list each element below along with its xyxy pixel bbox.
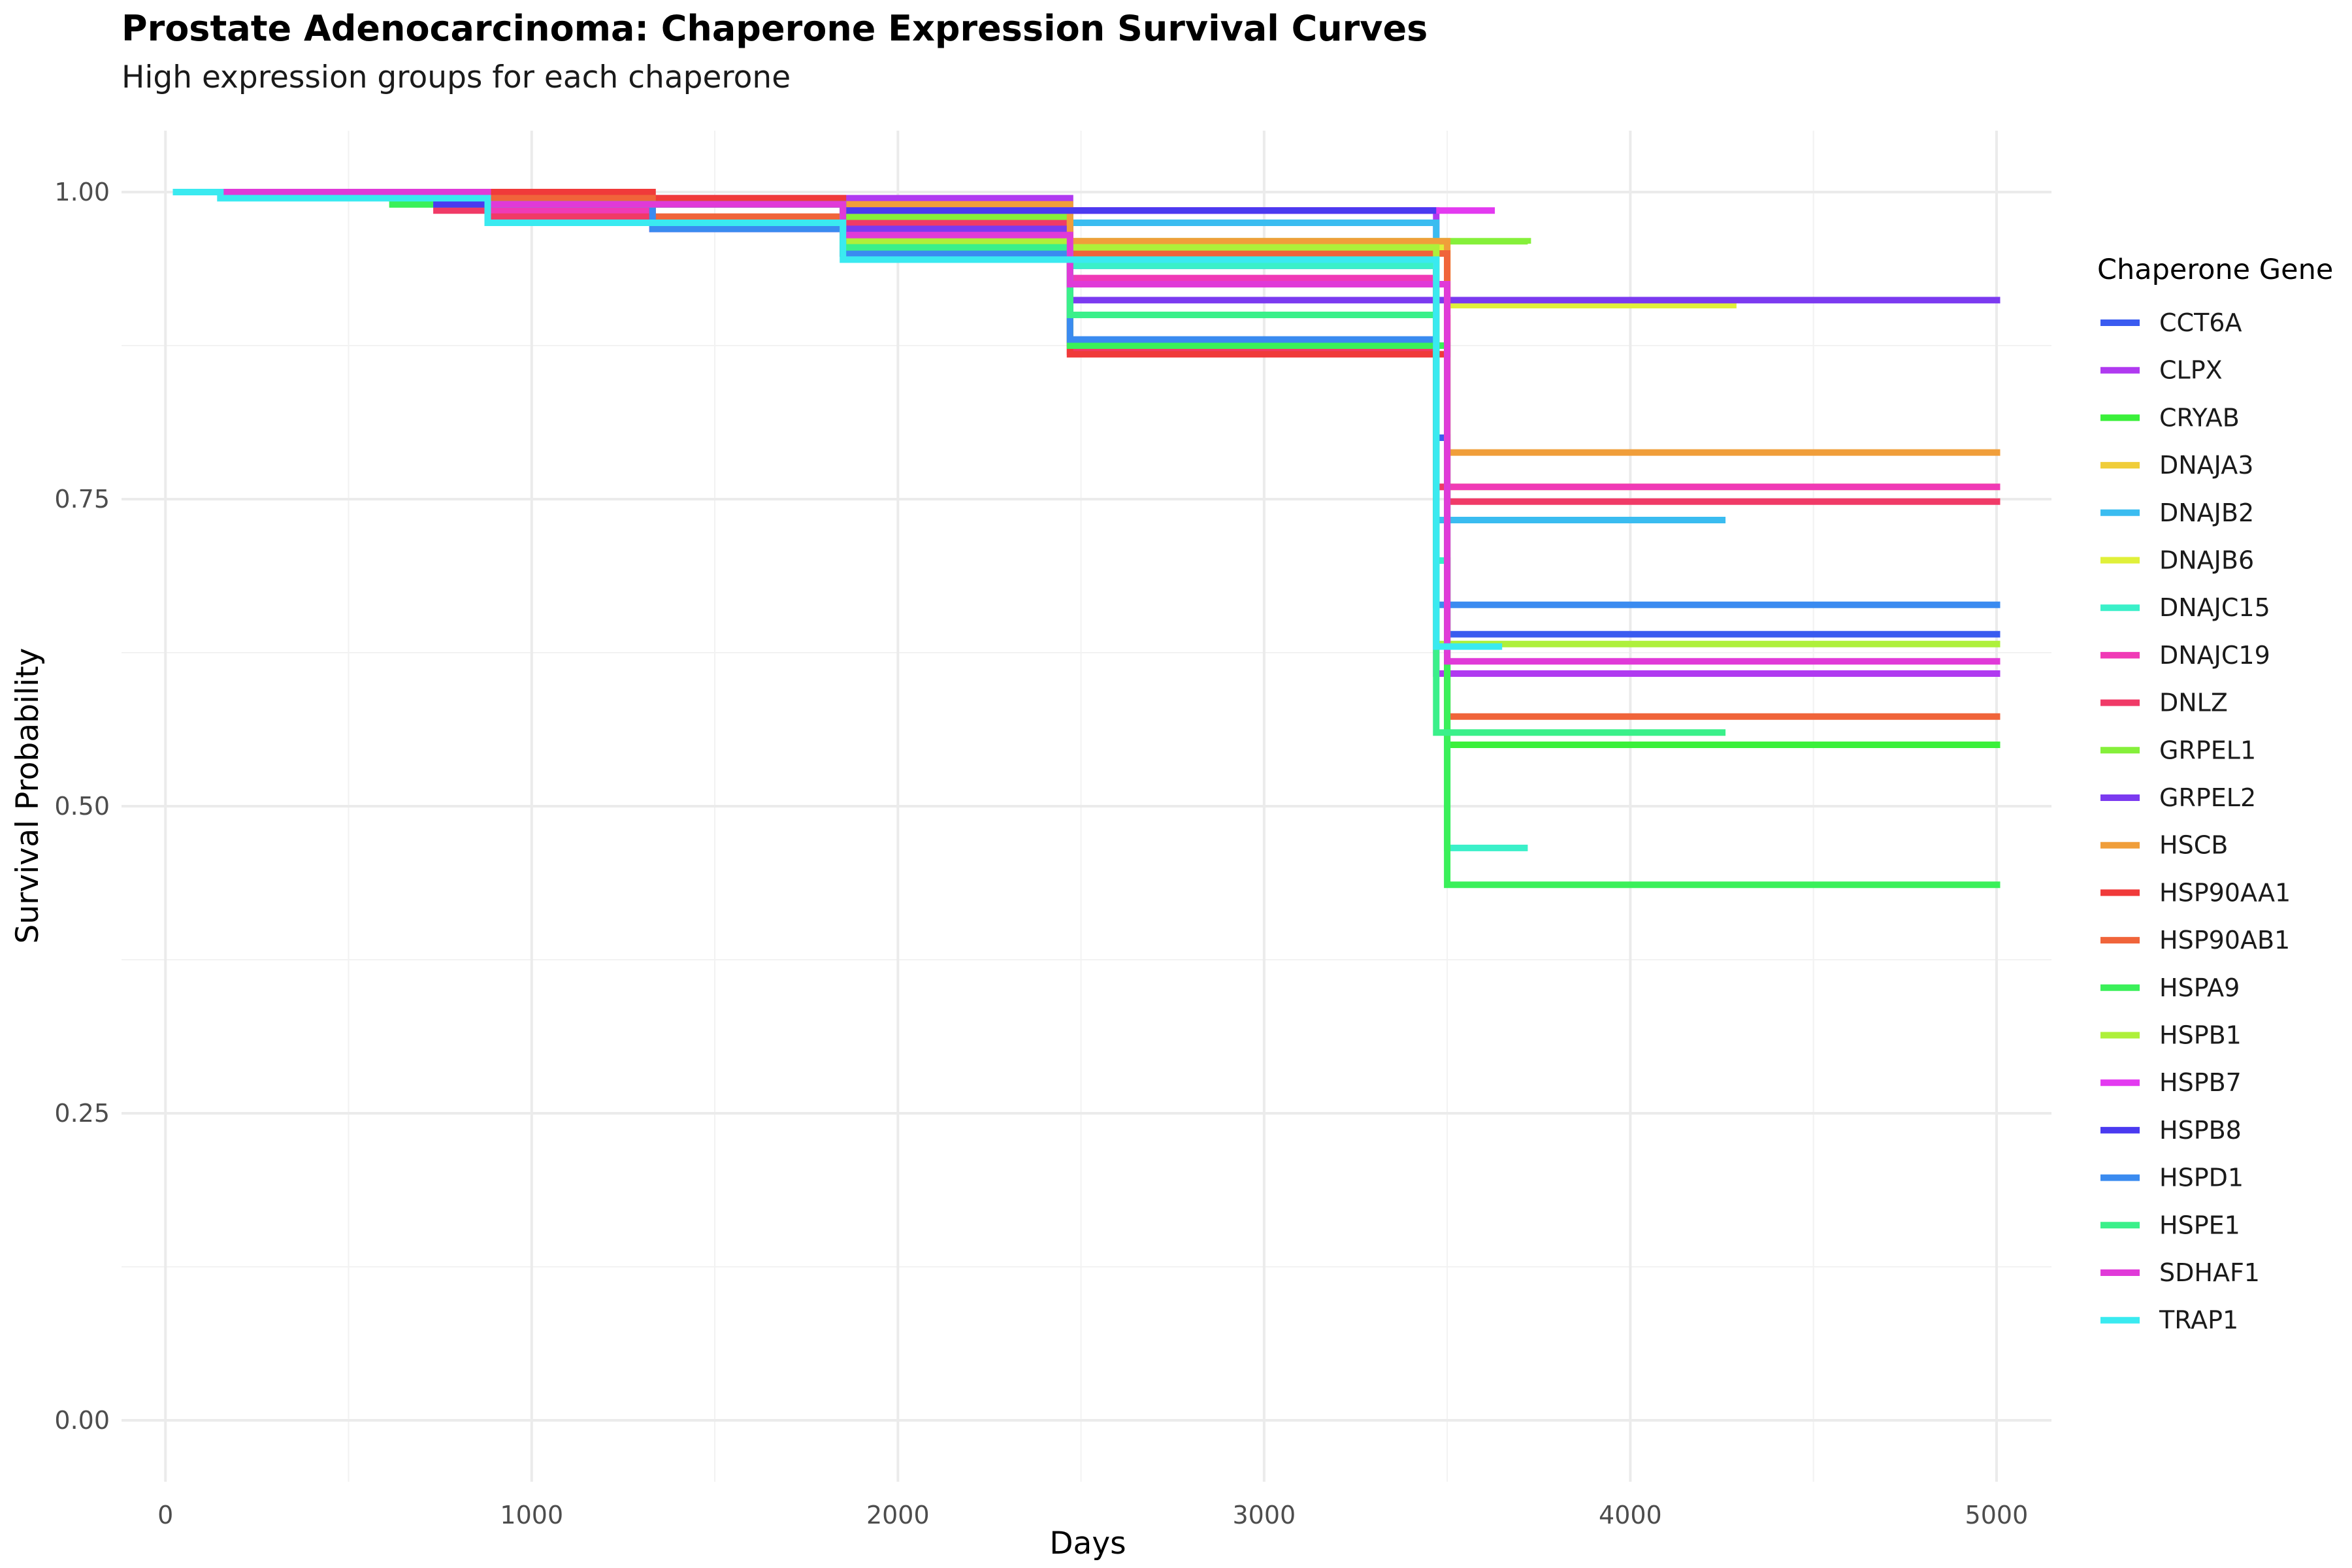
legend-label: HSPE1 [2159, 1211, 2240, 1239]
legend-label: HSPD1 [2159, 1164, 2244, 1192]
legend-item-hsp90ab1: HSP90AB1 [2100, 926, 2290, 955]
series-line-dnajc15 [172, 189, 1528, 851]
legend-item-hsp90aa1: HSP90AA1 [2100, 878, 2291, 907]
y-tick-label: 1.00 [54, 178, 110, 206]
series-line-trap1 [172, 189, 1503, 650]
y-axis-title: Survival Probability [10, 648, 46, 944]
y-tick-label: 0.25 [54, 1099, 110, 1128]
x-axis-tick-labels: 0 1000 2000 3000 4000 5000 [157, 1501, 2028, 1529]
x-tick-label: 5000 [1965, 1501, 2029, 1529]
legend-label: HSPA9 [2159, 973, 2240, 1002]
legend-item-hscb: HSCB [2100, 831, 2228, 860]
legend-label: CCT6A [2159, 308, 2242, 337]
legend-item-hspe1: HSPE1 [2100, 1211, 2240, 1239]
legend-label: DNAJA3 [2159, 451, 2253, 480]
legend-label: CLPX [2159, 356, 2223, 385]
legend-label: HSP90AA1 [2159, 878, 2291, 907]
series-line-hspa9 [172, 189, 2001, 889]
legend-item-dnajc15: DNAJC15 [2100, 593, 2270, 622]
legend-items: CCT6A CLPX CRYAB DNAJA3 DNAJB2 DNAJB6 DNAJC15 D… [2100, 308, 2291, 1335]
legend-item-hspb7: HSPB7 [2100, 1068, 2242, 1097]
legend-item-cct6a: CCT6A [2100, 308, 2242, 337]
series-line-hscb [172, 189, 2001, 456]
x-tick-label: 0 [157, 1501, 173, 1529]
legend-label: SDHAF1 [2159, 1258, 2260, 1287]
legend-item-cryab: CRYAB [2100, 403, 2240, 432]
x-tick-label: 4000 [1599, 1501, 1662, 1529]
chart-title: Prostate Adenocarcinoma: Chaperone Expre… [122, 8, 1428, 49]
y-axis-tick-labels: 0.00 0.25 0.50 0.75 1.00 [54, 178, 110, 1435]
legend-item-dnajb2: DNAJB2 [2100, 498, 2254, 527]
legend-item-hspd1: HSPD1 [2100, 1164, 2244, 1192]
legend-item-hspb1: HSPB1 [2100, 1021, 2242, 1050]
x-axis-title: Days [1049, 1526, 1126, 1561]
y-tick-label: 0.50 [54, 792, 110, 821]
legend-label: DNAJB2 [2159, 498, 2254, 527]
legend-item-hspb8: HSPB8 [2100, 1116, 2242, 1145]
x-tick-label: 1000 [500, 1501, 563, 1529]
legend-label: GRPEL2 [2159, 783, 2256, 812]
legend-label: DNAJB6 [2159, 546, 2254, 575]
major-gridlines [122, 131, 2051, 1482]
legend-label: HSPB7 [2159, 1068, 2242, 1097]
plot-panel [122, 131, 2051, 1482]
x-tick-label: 2000 [866, 1501, 930, 1529]
legend-label: HSP90AB1 [2159, 926, 2290, 955]
legend-item-dnajc19: DNAJC19 [2100, 641, 2270, 670]
x-tick-label: 3000 [1232, 1501, 1296, 1529]
legend: Chaperone Gene CCT6A CLPX CRYAB DNAJA3 DNAJB… [2097, 253, 2333, 1335]
legend-item-dnajb6: DNAJB6 [2100, 546, 2254, 575]
legend-label: CRYAB [2159, 403, 2240, 432]
legend-label: GRPEL1 [2159, 736, 2256, 764]
legend-label: DNLZ [2159, 689, 2228, 717]
legend-label: HSCB [2159, 831, 2228, 860]
legend-item-dnaja3: DNAJA3 [2100, 451, 2253, 480]
series-line-hspe1 [172, 189, 1726, 736]
legend-label: HSPB1 [2159, 1021, 2242, 1050]
legend-label: DNAJC19 [2159, 641, 2270, 670]
legend-item-hspa9: HSPA9 [2100, 973, 2240, 1002]
y-tick-label: 0.00 [54, 1406, 110, 1435]
y-tick-label: 0.75 [54, 485, 110, 514]
legend-item-trap1: TRAP1 [2100, 1306, 2238, 1335]
legend-item-clpx: CLPX [2100, 356, 2223, 385]
legend-item-sdhaf1: SDHAF1 [2100, 1258, 2260, 1287]
legend-label: HSPB8 [2159, 1116, 2242, 1145]
chart-subtitle: High expression groups for each chaperon… [122, 59, 791, 95]
legend-item-dnlz: DNLZ [2100, 689, 2228, 717]
series-layer [172, 189, 2001, 889]
legend-label: TRAP1 [2159, 1306, 2238, 1335]
legend-item-grpel1: GRPEL1 [2100, 736, 2256, 764]
legend-label: DNAJC15 [2159, 593, 2270, 622]
legend-title: Chaperone Gene [2097, 253, 2333, 286]
legend-item-grpel2: GRPEL2 [2100, 783, 2256, 812]
